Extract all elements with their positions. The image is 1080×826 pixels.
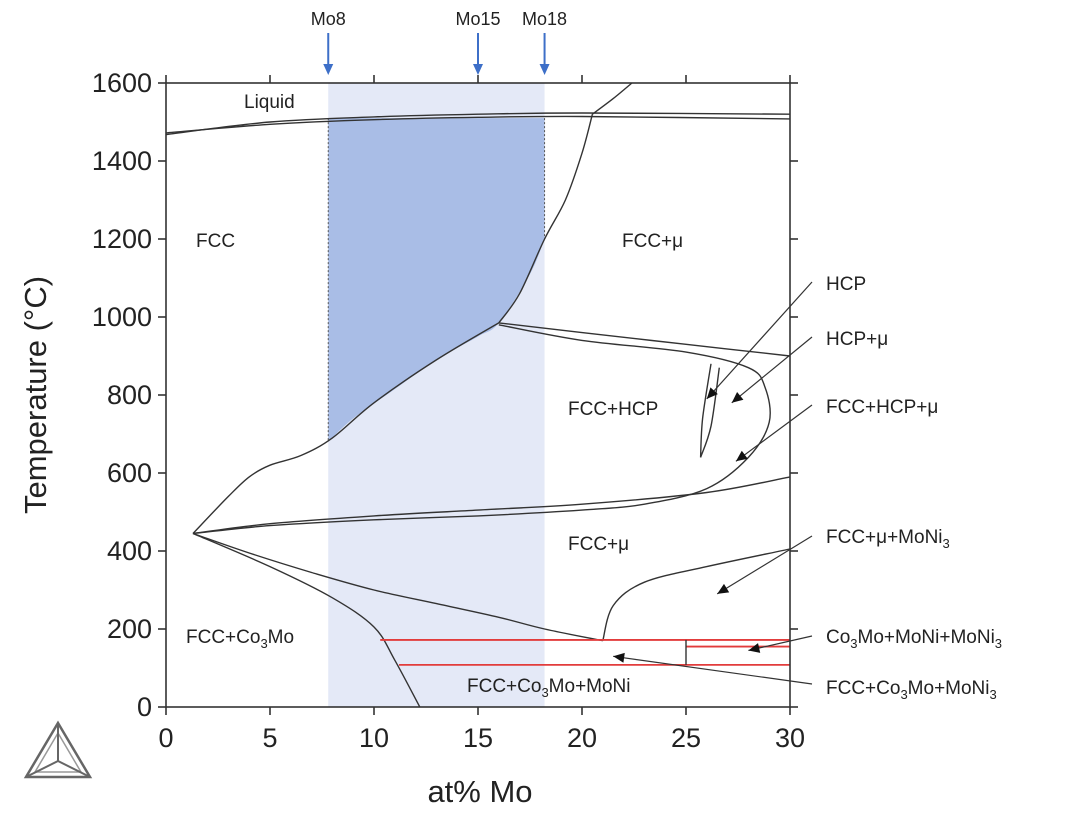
fcc-co3mo-moni3-sub2: 3 [990, 687, 997, 702]
fcc-co3mo-moni3-sub1: 3 [900, 687, 907, 702]
y-tick-label: 0 [137, 692, 152, 722]
phase-boundary-co3mo-solvus [192, 532, 603, 642]
marker-label-Mo18: Mo18 [522, 9, 567, 29]
fcc-co3mo-tail: Mo [268, 627, 294, 648]
y-tick-label: 800 [107, 380, 152, 410]
fcc-co3mo-moni-tail: Mo+MoNi [549, 676, 631, 697]
co3mo-moni-moni3-a: Co [826, 627, 850, 648]
y-tick-label: 1400 [92, 146, 152, 176]
phase-boundary-fcc-hcp-solvus [192, 476, 791, 535]
phase-boundary-mu-moni3 [602, 548, 791, 641]
fcc-co3mo-moni-main: FCC+Co [467, 676, 541, 697]
y-tick-label: 600 [107, 458, 152, 488]
y-tick-label: 1200 [92, 224, 152, 254]
callout-leader-2 [735, 404, 813, 462]
region-label-fcc: FCC [196, 231, 235, 252]
phase-boundary-hcp-left [699, 363, 712, 458]
region-label-fcc-hcp: FCC+HCP [568, 399, 658, 420]
marker-arrow-head [539, 64, 550, 75]
phase-boundary-co3mo-upper [192, 532, 421, 708]
callout-leader-5 [613, 655, 813, 685]
callout-label-hcp: HCP [826, 274, 866, 295]
x-tick-label: 10 [359, 723, 389, 753]
y-tick-label: 400 [107, 536, 152, 566]
x-tick-label: 0 [158, 723, 173, 753]
callout-arrowhead-4 [748, 643, 761, 653]
phase-boundaries [165, 82, 791, 708]
composition-markers: Mo8 Mo15 Mo18 [311, 9, 567, 75]
x-tick-label: 20 [567, 723, 597, 753]
y-axis-title: Temperature (°C) [18, 276, 53, 514]
phase-boundary-liquid-mu [591, 82, 633, 115]
callout-label-co3mo-moni-moni3: Co3Mo+MoNi+MoNi3 [826, 627, 1002, 651]
x-tick-label: 5 [262, 723, 277, 753]
co3mo-moni-moni3-sub1: 3 [850, 636, 857, 651]
marker-label-Mo8: Mo8 [311, 9, 346, 29]
marker-arrow-head [473, 64, 483, 75]
y-tick-label: 1600 [92, 68, 152, 98]
callout-leader-1 [731, 336, 813, 404]
phase-boundary-liquidus [165, 112, 791, 136]
y-tick-label: 200 [107, 614, 152, 644]
fcc-co3mo-main: FCC+Co [186, 627, 260, 648]
callout-arrowhead-3 [717, 583, 730, 594]
callout-arrowhead-0 [706, 387, 718, 399]
fcc-co3mo-moni-sub: 3 [541, 685, 548, 700]
highlight-layer [327, 83, 546, 707]
region-label-fcc-co3mo: FCC+Co3Mo [186, 627, 294, 651]
co3mo-moni-moni3-sub2: 3 [995, 636, 1002, 651]
thermo-logo-icon [23, 720, 93, 779]
fcc-co3mo-moni3-b: Mo+MoNi [908, 678, 990, 699]
axes: 0 5 10 15 20 25 30 0 200 400 600 800 1000 1200 1400 160… [92, 68, 805, 753]
region-label-liquid: Liquid [244, 92, 295, 113]
fcc-mu-moni3-sub: 3 [943, 536, 950, 551]
callout-leaders [613, 281, 813, 685]
x-axis-title: at% Mo [427, 774, 532, 809]
x-tick-label: 15 [463, 723, 493, 753]
fcc-co3mo-moni3-a: FCC+Co [826, 678, 900, 699]
marker-arrow-head [323, 64, 334, 75]
fcc-co3mo-sub: 3 [260, 636, 267, 651]
marker-label-Mo15: Mo15 [455, 9, 500, 29]
phase-boundary-fcc-mu-lower [192, 324, 771, 535]
callout-arrowhead-2 [735, 450, 748, 462]
callout-label-fcc-hcp-mu: FCC+HCP+μ [826, 397, 938, 418]
phase-boundary-solidus [165, 115, 791, 134]
phase-boundary-hcp-right [699, 367, 720, 458]
phase-boundary-fcc-solvus-high [498, 114, 594, 324]
region-label-fcc-mu-top: FCC+μ [622, 231, 683, 252]
y-tick-label: 1000 [92, 302, 152, 332]
x-tick-label: 25 [671, 723, 701, 753]
callout-arrowhead-5 [613, 652, 625, 663]
callout-arrowhead-1 [731, 391, 744, 403]
co3mo-moni-moni3-b: Mo+MoNi+MoNi [858, 627, 995, 648]
callout-label-fcc-mu-moni3: FCC+μ+MoNi3 [826, 527, 950, 551]
phase-boundary-hcp-mu-upper [498, 322, 791, 357]
region-label-fcc-co3mo-moni: FCC+Co3Mo+MoNi [467, 676, 631, 700]
callout-leader-0 [706, 281, 813, 400]
fcc-mu-moni3-main: FCC+μ+MoNi [826, 527, 943, 548]
callout-label-hcp-mu: HCP+μ [826, 329, 888, 350]
callout-label-fcc-co3mo-moni3: FCC+Co3Mo+MoNi3 [826, 678, 997, 702]
phase-boundary-fcc-solvus-low [192, 322, 500, 534]
region-label-fcc-mu-bottom: FCC+μ [568, 534, 629, 555]
x-tick-label: 30 [775, 723, 805, 753]
fcc-single-phase-fill [328, 118, 545, 442]
callout-leader-3 [716, 535, 813, 595]
